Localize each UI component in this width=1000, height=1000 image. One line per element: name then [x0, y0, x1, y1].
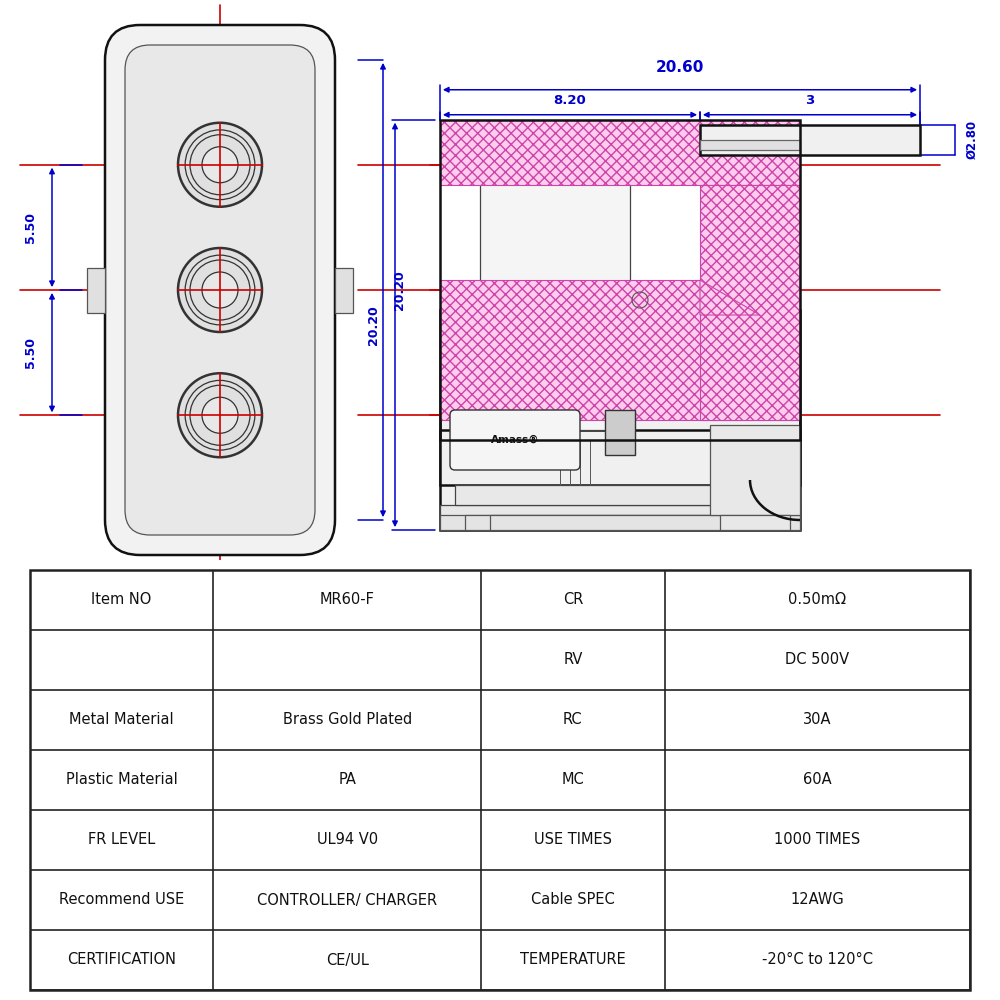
Bar [720, 515, 790, 530]
Bar [440, 310, 800, 530]
Text: 3: 3 [805, 94, 815, 107]
Polygon shape [700, 185, 800, 420]
Text: 0.50mΩ: 0.50mΩ [788, 592, 846, 607]
Text: 5.50: 5.50 [24, 212, 37, 243]
Bar [465, 515, 775, 530]
Text: -20°C to 120°C: -20°C to 120°C [762, 952, 873, 968]
Text: CERTIFICATION: CERTIFICATION [67, 952, 176, 968]
Text: Item NO: Item NO [91, 592, 152, 607]
Text: 12AWG: 12AWG [790, 892, 844, 908]
FancyBboxPatch shape [450, 410, 580, 470]
Text: RV: RV [563, 652, 583, 668]
Text: Plastic Material: Plastic Material [66, 772, 178, 788]
Text: 1000 TIMES: 1000 TIMES [774, 832, 860, 847]
Text: MC: MC [561, 772, 584, 788]
Bar [605, 410, 635, 455]
Bar [700, 140, 800, 150]
Text: Cable SPEC: Cable SPEC [531, 892, 615, 908]
Circle shape [178, 248, 262, 332]
Circle shape [178, 123, 262, 207]
Text: CONTROLLER/ CHARGER: CONTROLLER/ CHARGER [257, 892, 437, 908]
Text: CE/UL: CE/UL [326, 952, 369, 968]
Polygon shape [440, 120, 800, 185]
Text: Recommend USE: Recommend USE [59, 892, 184, 908]
Text: Ø2.80: Ø2.80 [965, 120, 978, 159]
Bar [480, 160, 630, 430]
Bar [440, 430, 800, 485]
Circle shape [202, 397, 238, 433]
Text: 60A: 60A [803, 772, 832, 788]
Text: Brass Gold Plated: Brass Gold Plated [283, 712, 412, 728]
Text: 8.20: 8.20 [554, 94, 586, 107]
Text: CR: CR [563, 592, 583, 607]
Bar [440, 515, 800, 530]
Text: USE TIMES: USE TIMES [534, 832, 612, 847]
Circle shape [202, 147, 238, 183]
Bar [440, 505, 800, 530]
Text: 5.50: 5.50 [24, 337, 37, 368]
Text: UL94 V0: UL94 V0 [317, 832, 378, 847]
Circle shape [202, 272, 238, 308]
Text: 30A: 30A [803, 712, 832, 728]
Text: TEMPERATURE: TEMPERATURE [520, 952, 626, 968]
Bar [700, 125, 920, 155]
Circle shape [178, 373, 262, 457]
Text: 20.60: 20.60 [656, 60, 704, 75]
FancyBboxPatch shape [105, 25, 335, 555]
Bar [455, 485, 770, 505]
Bar [87, 267, 105, 312]
Text: PA: PA [338, 772, 356, 788]
Text: MR60-F: MR60-F [320, 592, 375, 607]
Text: 20.20: 20.20 [367, 305, 380, 345]
Polygon shape [700, 280, 760, 315]
Polygon shape [440, 280, 800, 420]
Bar [490, 515, 750, 530]
Bar [710, 425, 800, 515]
Text: RC: RC [563, 712, 583, 728]
Text: Amass®: Amass® [491, 435, 539, 445]
FancyBboxPatch shape [125, 45, 315, 535]
Text: DC 500V: DC 500V [785, 652, 849, 668]
Bar [440, 120, 800, 440]
Bar [335, 267, 353, 312]
Text: FR LEVEL: FR LEVEL [88, 832, 155, 847]
Text: Metal Material: Metal Material [69, 712, 174, 728]
Text: 20.20: 20.20 [393, 270, 406, 310]
